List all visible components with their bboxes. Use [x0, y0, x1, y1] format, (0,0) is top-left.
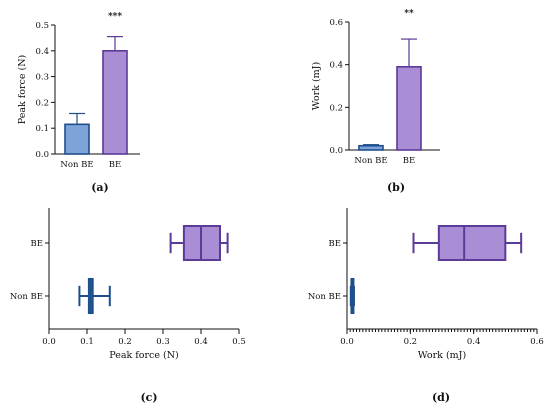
- y-tick-label: 0.6: [329, 18, 343, 28]
- y-tick-label: 0.1: [35, 124, 49, 134]
- caption-d: (d): [432, 391, 450, 404]
- y-tick-label: 0.2: [35, 98, 49, 108]
- y-tick-label: BE: [31, 239, 43, 249]
- y-tick-label: 0.5: [35, 21, 49, 31]
- caption-a: (a): [91, 181, 109, 194]
- x-tick-label: Non BE: [354, 156, 387, 166]
- x-tick-label: 0.6: [530, 337, 544, 347]
- y-axis-label: Work (mJ): [311, 62, 322, 110]
- y-tick-label: 0.3: [35, 73, 49, 83]
- x-tick-label: 0.2: [404, 337, 418, 347]
- bar: [64, 123, 90, 155]
- x-tick-label: 0.2: [118, 337, 132, 347]
- x-axis-label: Work (mJ): [418, 350, 466, 361]
- caption-c: (c): [140, 391, 157, 404]
- x-axis-label: Peak force (N): [109, 350, 179, 361]
- x-tick-label: 0.0: [340, 337, 354, 347]
- panel-b: 0.0 0.2 0.4 0.6 Work (mJ) Non BE BE **: [311, 9, 440, 166]
- x-tick-label: 0.1: [80, 337, 94, 347]
- panel-d: 0.0 0.2 0.4 0.6 Work (mJ) BE Non BE: [308, 208, 544, 361]
- y-tick-label: 0.2: [329, 103, 343, 113]
- y-tick-label: 0.0: [329, 146, 343, 156]
- x-tick-label: BE: [403, 156, 415, 166]
- box: [437, 225, 507, 261]
- y-tick-label: Non BE: [308, 292, 341, 302]
- significance-label: ***: [108, 12, 122, 22]
- x-tick-label: Non BE: [60, 160, 93, 170]
- bar: [102, 49, 128, 155]
- x-tick-label: 0.4: [467, 337, 481, 347]
- y-tick-label: Non BE: [10, 292, 43, 302]
- panel-a: 0.0 0.1 0.2 0.3 0.4 0.5 Peak force (N) Non BE BE…: [17, 12, 140, 170]
- y-tick-label: 0.4: [329, 61, 343, 71]
- x-tick-label: 0.5: [232, 337, 246, 347]
- caption-b: (b): [387, 181, 405, 194]
- x-tick-label: 0.3: [156, 337, 170, 347]
- bar: [358, 144, 384, 151]
- x-tick-label: BE: [109, 160, 121, 170]
- x-tick-label: 0.4: [194, 337, 208, 347]
- x-tick-label: 0.0: [42, 337, 56, 347]
- y-axis-label: Peak force (N): [17, 55, 28, 125]
- bar: [396, 66, 422, 151]
- significance-label: **: [404, 9, 414, 19]
- panel-c: 0.0 0.1 0.2 0.3 0.4 0.5 Peak force (N) BE Non BE: [10, 208, 246, 361]
- y-tick-label: 0.4: [35, 47, 49, 57]
- y-tick-label: BE: [329, 239, 341, 249]
- y-tick-label: 0.0: [35, 150, 49, 160]
